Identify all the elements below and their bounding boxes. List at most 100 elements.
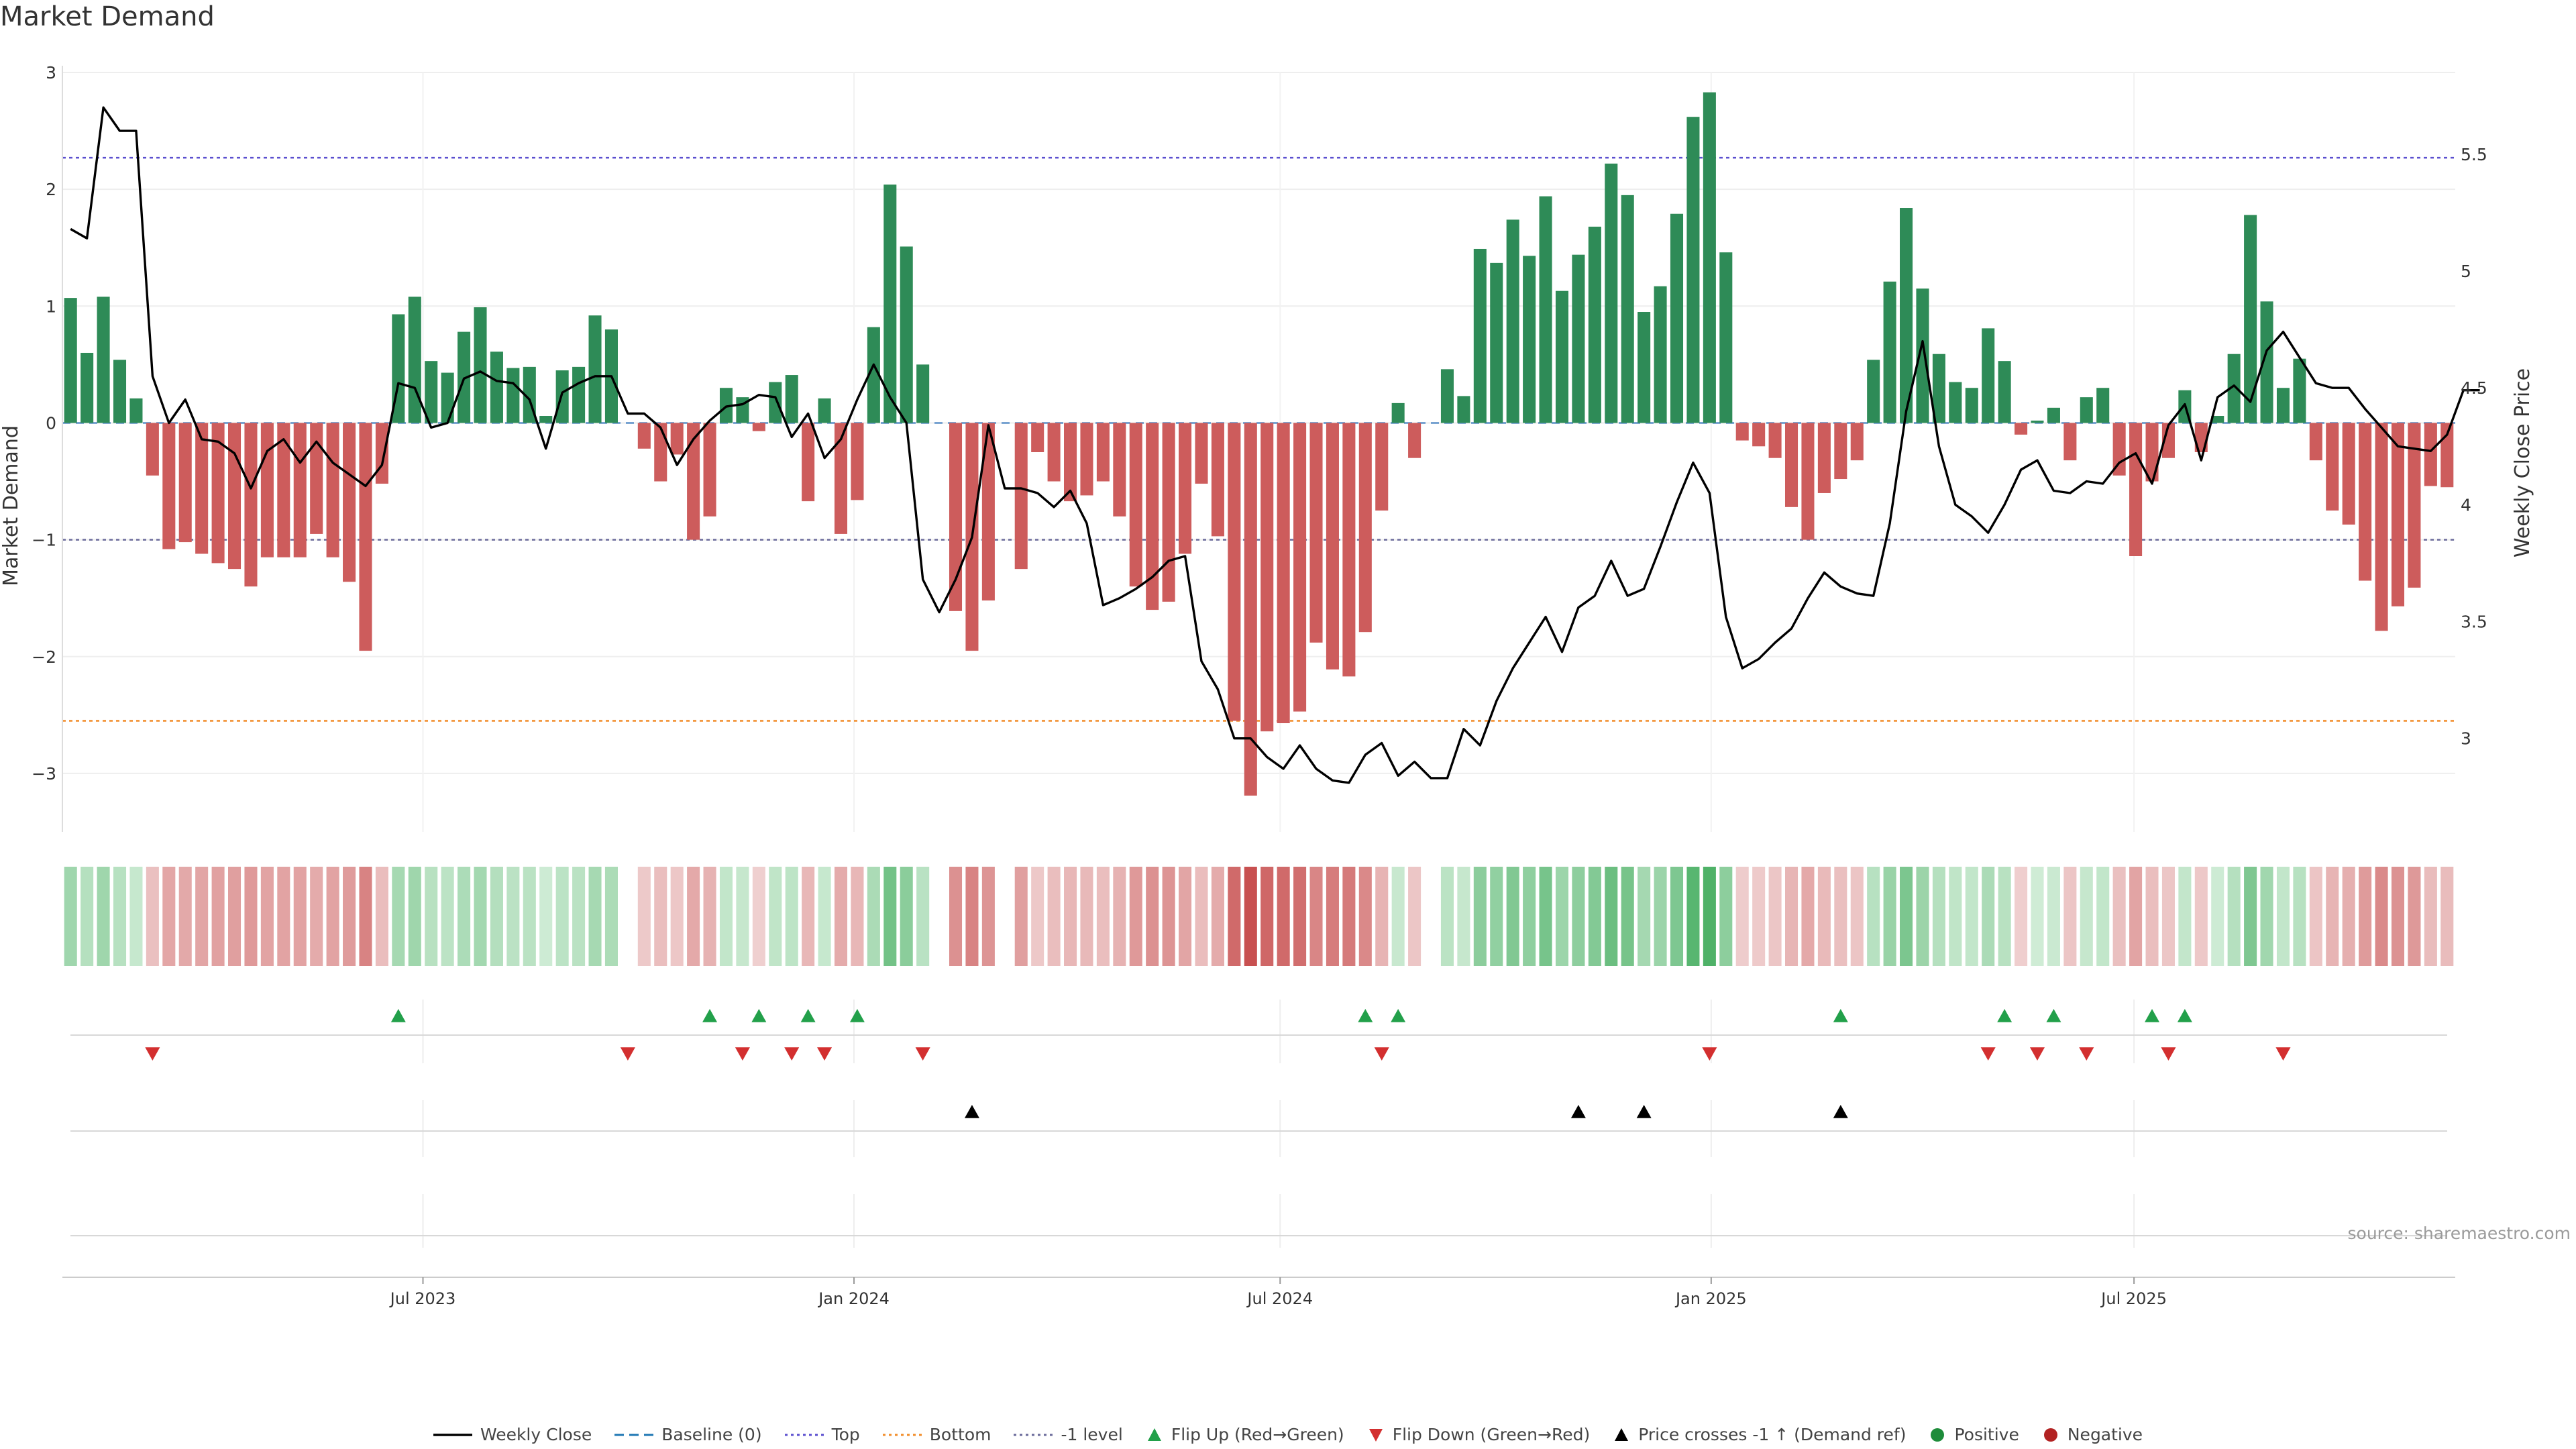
heat-cell [1654, 867, 1667, 966]
demand-bar-positive [1670, 213, 1684, 423]
demand-bar-positive [1621, 195, 1634, 423]
y-tick-label: 1 [46, 297, 56, 316]
heat-cell [769, 867, 782, 966]
demand-bar-negative [851, 423, 864, 500]
legend-symbol-flip-up [1147, 1428, 1161, 1441]
demand-bar-negative [1211, 423, 1224, 537]
demand-bar-positive [900, 246, 913, 423]
axes: 3 2 1 0 −1 −2 −3 5.5 5 4.5 4 3.5 3 Market Demand Weekl… [0, 63, 2534, 832]
demand-bar-negative [277, 423, 290, 557]
demand-bar-negative [1784, 423, 1799, 507]
legend-item-baseline[interactable]: Baseline (0) [614, 1425, 762, 1444]
heat-cell [1129, 867, 1142, 966]
heat-cell [900, 867, 913, 966]
weekly-close-line [70, 106, 2480, 784]
heat-cell [490, 867, 503, 966]
flip-up-marker [849, 1009, 865, 1022]
demand-bar-positive [1605, 163, 1618, 423]
demand-bar-negative [1113, 423, 1126, 517]
legend-label: Flip Up (Red→Green) [1171, 1425, 1344, 1444]
heat-cell [1342, 867, 1356, 966]
legend-label: Baseline (0) [661, 1425, 762, 1444]
heat-cell [1375, 867, 1389, 966]
demand-bar-negative [1293, 423, 1307, 712]
demand-bar-positive [1539, 196, 1552, 423]
demand-bar-positive [2211, 416, 2224, 423]
heat-cell [1998, 867, 2011, 966]
y2-tick-label: 3 [2461, 729, 2471, 749]
legend-item-flip-down[interactable]: Flip Down (Green→Red) [1367, 1425, 1590, 1444]
heat-cell [2359, 867, 2372, 966]
heat-cell [1523, 867, 1536, 966]
heat-cell [113, 867, 127, 966]
heat-cell [851, 867, 864, 966]
y-tick-label: −1 [32, 531, 56, 550]
demand-bar-positive [1982, 328, 1995, 423]
heat-cell [1752, 867, 1766, 966]
heat-cell [1982, 867, 1995, 966]
legend-item-weekly-close[interactable]: Weekly Close [433, 1425, 592, 1444]
legend-triangle [1368, 1428, 1383, 1442]
demand-bar-positive [490, 352, 503, 423]
demand-bar-negative [802, 423, 815, 502]
heat-cell [637, 867, 651, 966]
demand-bar-positive [2276, 388, 2290, 423]
demand-bar-negative [1179, 423, 1192, 554]
heat-cell [2326, 867, 2339, 966]
x-tick-label: Jul 2025 [2100, 1289, 2167, 1308]
legend-item-top[interactable]: Top [784, 1425, 860, 1444]
y2-tick-label: 4.5 [2461, 378, 2487, 398]
demand-bar-positive [916, 364, 930, 423]
heat-cell [1080, 867, 1093, 966]
heat-cell [687, 867, 700, 966]
legend-item-price-cross[interactable]: Price crosses -1 ↑ (Demand ref) [1613, 1425, 1906, 1444]
heat-cell [1539, 867, 1552, 966]
heat-cell [981, 867, 995, 966]
demand-bar-positive [572, 366, 586, 423]
heat-cell [506, 867, 520, 966]
demand-bar-negative [654, 423, 667, 482]
heat-cell [802, 867, 815, 966]
demand-bar-positive [1490, 262, 1503, 423]
demand-bar-negative [752, 423, 765, 431]
flip-down-marker [2079, 1047, 2094, 1061]
legend-item-flip-up[interactable]: Flip Up (Red→Green) [1146, 1425, 1344, 1444]
demand-bar-negative [2326, 423, 2339, 511]
y-tick-label: 0 [46, 413, 56, 433]
demand-bar-positive [1506, 219, 1519, 423]
demand-bar-negative [228, 423, 241, 570]
heat-cell [375, 867, 388, 966]
heat-cell [326, 867, 339, 966]
flip-down-marker [784, 1047, 800, 1061]
demand-bar-negative [1080, 423, 1093, 496]
demand-bar-positive [506, 368, 520, 423]
heat-cell [785, 867, 798, 966]
legend-item-negative[interactable]: Negative [2042, 1425, 2143, 1444]
legend-triangle [1615, 1428, 1629, 1441]
demand-bar-positive [769, 382, 782, 423]
heat-cell [1277, 867, 1290, 966]
demand-bar-negative [244, 423, 258, 587]
heat-cell [1965, 867, 1978, 966]
legend-item-minus-one[interactable]: -1 level [1014, 1425, 1123, 1444]
demand-bar-positive [1638, 312, 1651, 423]
demand-bar-positive [1965, 388, 1978, 423]
demand-bar-positive [539, 416, 553, 423]
demand-bar-positive [2293, 358, 2306, 423]
demand-bar-negative [1768, 423, 1782, 458]
demand-bar-negative [703, 423, 716, 517]
demand-bar-negative [2112, 423, 2126, 476]
legend-symbol-weekly-close [433, 1433, 472, 1436]
heat-cell [1588, 867, 1601, 966]
legend-item-positive[interactable]: Positive [1929, 1425, 2019, 1444]
flip-up-marker [1833, 1009, 1848, 1022]
source-note: source: sharemaestro.com [2347, 1224, 2571, 1243]
legend-item-bottom[interactable]: Bottom [882, 1425, 991, 1444]
y-tick-label: −2 [32, 647, 56, 667]
demand-bar-negative [949, 423, 963, 611]
demand-bar-negative [2063, 423, 2077, 461]
demand-bar-negative [293, 423, 307, 557]
demand-bar-positive [867, 327, 880, 423]
heat-cell [1638, 867, 1651, 966]
demand-bar-positive [474, 307, 487, 423]
